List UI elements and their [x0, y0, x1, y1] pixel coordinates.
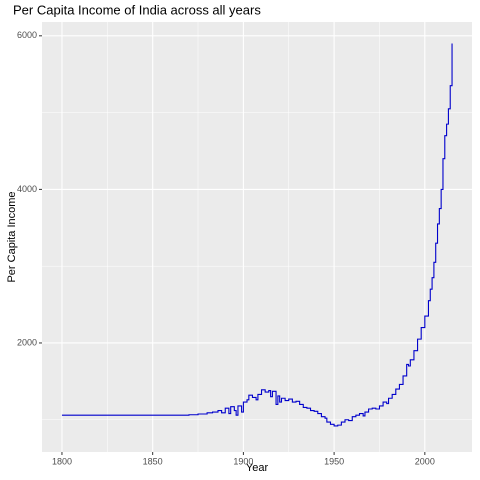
- step-line: [61, 43, 453, 427]
- x-axis-label: Year: [246, 462, 269, 474]
- y-tick-label: 6000: [17, 30, 37, 40]
- x-tick-label: 1850: [143, 456, 163, 466]
- x-tick-label: 1950: [324, 456, 344, 466]
- panel: [42, 22, 472, 452]
- y-tick-label: 4000: [17, 184, 37, 194]
- y-tick-label: 2000: [17, 337, 37, 347]
- chart-title: Per Capita Income of India across all ye…: [13, 2, 261, 17]
- x-tick-label: 1900: [233, 456, 253, 466]
- x-tick-label: 2000: [415, 456, 435, 466]
- x-tick-label: 1800: [52, 456, 72, 466]
- y-axis-label: Per Capita Income: [6, 191, 18, 282]
